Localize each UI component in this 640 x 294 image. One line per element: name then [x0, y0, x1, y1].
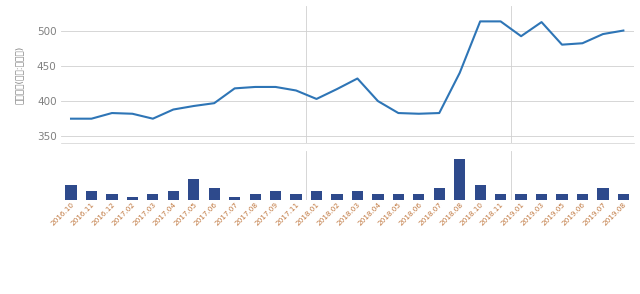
Bar: [556, 194, 568, 200]
Bar: [65, 185, 77, 200]
Bar: [413, 194, 424, 200]
Bar: [229, 197, 240, 200]
Bar: [352, 191, 363, 200]
Bar: [434, 188, 445, 200]
Bar: [106, 194, 118, 200]
Bar: [270, 191, 281, 200]
Bar: [147, 194, 159, 200]
Bar: [168, 191, 179, 200]
Bar: [454, 159, 465, 200]
Bar: [577, 194, 588, 200]
Bar: [127, 197, 138, 200]
Bar: [474, 185, 486, 200]
Bar: [372, 194, 383, 200]
Bar: [188, 179, 200, 200]
Bar: [291, 194, 301, 200]
Bar: [393, 194, 404, 200]
Bar: [618, 194, 629, 200]
Bar: [332, 194, 342, 200]
Bar: [597, 188, 609, 200]
Bar: [86, 191, 97, 200]
Bar: [495, 194, 506, 200]
Bar: [536, 194, 547, 200]
Y-axis label: 거래금액(단위:백만원): 거래금액(단위:백만원): [15, 46, 24, 104]
Bar: [209, 188, 220, 200]
Bar: [250, 194, 260, 200]
Bar: [515, 194, 527, 200]
Bar: [311, 191, 322, 200]
